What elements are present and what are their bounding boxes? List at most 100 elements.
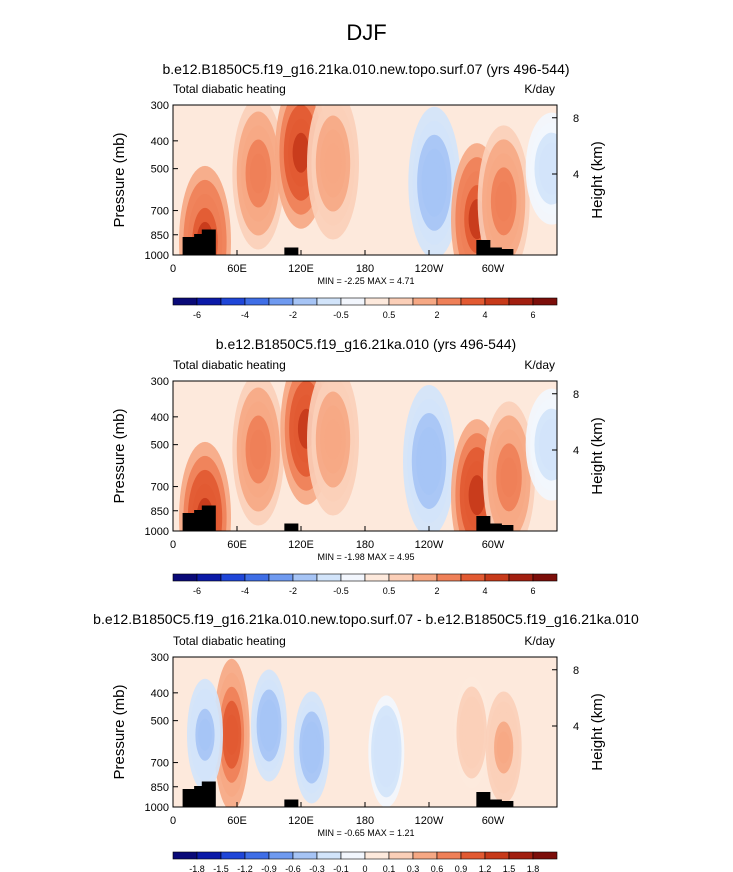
colorbar-swatch — [436, 297, 462, 306]
units-label: K/day — [524, 358, 555, 372]
colorbar-label: -0.3 — [309, 864, 325, 872]
topography-mask — [487, 523, 502, 531]
colorbar-swatch — [292, 573, 318, 582]
topography-mask — [201, 781, 216, 807]
colorbar-swatch — [292, 297, 318, 306]
y-tick-label: 850 — [151, 506, 169, 518]
x-tick-label: 120E — [288, 263, 314, 275]
heatmap-blob — [249, 429, 267, 470]
heatmap-blob — [496, 731, 511, 764]
colorbar-label: 0.9 — [455, 864, 468, 872]
colorbar-label: -0.1 — [333, 864, 349, 872]
topography-mask — [476, 792, 491, 807]
topography-mask — [487, 247, 502, 255]
colorbar-label: 6 — [530, 310, 535, 320]
topography-mask — [499, 249, 514, 255]
colorbar-label: -1.8 — [189, 864, 205, 872]
heatmap-blob — [262, 709, 276, 742]
colorbar-swatch — [244, 851, 270, 860]
units-label: K/day — [524, 634, 555, 648]
colorbar-swatch — [484, 297, 510, 306]
colorbar-label: 0 — [362, 864, 367, 872]
heatmap-blob — [198, 718, 212, 751]
heatmap-blob — [379, 735, 394, 768]
colorbar-label: -2 — [289, 310, 297, 320]
x-tick-label: 180 — [356, 815, 374, 827]
topography-mask — [499, 801, 514, 807]
y-tick-label: 700 — [151, 206, 169, 218]
colorbar-swatch — [412, 297, 438, 306]
topography-mask — [284, 799, 299, 807]
y2-tick-label: 4 — [573, 721, 579, 733]
panel-title: b.e12.B1850C5.f19_g16.21ka.010 (yrs 496-… — [216, 336, 516, 352]
y2-tick-label: 4 — [573, 169, 579, 181]
colorbar-swatch — [244, 573, 270, 582]
heatmap-blob — [543, 152, 557, 185]
topography-mask — [201, 505, 216, 531]
y2-axis-label: Height (km) — [589, 141, 606, 219]
y-tick-label: 500 — [151, 716, 169, 728]
colorbar-swatch — [196, 573, 222, 582]
heatmap-blob — [292, 132, 310, 173]
y-tick-label: 400 — [151, 136, 169, 148]
colorbar-label: -0.5 — [333, 310, 349, 320]
heatmap-blob — [249, 153, 267, 194]
heatmap-blob — [420, 440, 438, 481]
y-tick-label: 700 — [151, 482, 169, 494]
colorbar-label: -0.6 — [285, 864, 301, 872]
colorbar-label: 0.1 — [383, 864, 396, 872]
colorbar-swatch — [196, 851, 222, 860]
heatmap-blob — [324, 419, 342, 460]
panel-2: b.e12.B1850C5.f19_g16.21ka.010 (yrs 496-… — [111, 336, 606, 596]
colorbar-label: 0.3 — [407, 864, 420, 872]
colorbar-label: 4 — [482, 310, 487, 320]
panel-1: b.e12.B1850C5.f19_g16.21ka.010.new.topo.… — [111, 61, 606, 320]
colorbar-swatch — [316, 573, 342, 582]
colorbar-swatch — [220, 851, 246, 860]
topography-mask — [476, 516, 491, 531]
y2-axis-label: Height (km) — [589, 693, 606, 771]
y2-tick-label: 8 — [573, 665, 579, 677]
x-tick-label: 120W — [415, 263, 444, 275]
colorbar-label: -4 — [241, 310, 249, 320]
heatmap-blob — [468, 475, 486, 516]
colorbar-label: -0.9 — [261, 864, 277, 872]
colorbar-swatch — [532, 851, 558, 860]
heatmap-blob — [324, 143, 342, 184]
y-tick-label: 850 — [151, 230, 169, 242]
colorbar-swatch — [364, 851, 390, 860]
colorbar-swatch — [412, 573, 438, 582]
colorbar-swatch — [268, 851, 294, 860]
y-tick-label: 850 — [151, 782, 169, 794]
colorbar-swatch — [172, 573, 198, 582]
heatmap-blob — [500, 457, 518, 498]
x-tick-label: 60E — [227, 815, 247, 827]
colorbar-swatch — [388, 851, 414, 860]
x-tick-label: 60E — [227, 539, 247, 551]
colorbar-swatch — [508, 573, 534, 582]
y-tick-label: 1000 — [145, 526, 169, 538]
heatmap-blob — [224, 714, 239, 755]
colorbar-swatch — [292, 851, 318, 860]
colorbar-swatch — [244, 297, 270, 306]
min-max-stats: MIN = -0.65 MAX = 1.21 — [317, 828, 414, 838]
heatmap-blob — [425, 162, 443, 203]
x-tick-label: 180 — [356, 263, 374, 275]
x-tick-label: 60W — [482, 539, 505, 551]
heatmap-blob — [495, 181, 513, 222]
y-axis-label: Pressure (mb) — [111, 408, 128, 503]
colorbar-label: 0.5 — [383, 586, 396, 596]
colorbar-swatch — [220, 573, 246, 582]
x-tick-label: 0 — [170, 539, 176, 551]
colorbar-swatch — [388, 573, 414, 582]
colorbar-label: 1.5 — [503, 864, 516, 872]
colorbar-label: -6 — [193, 586, 201, 596]
y-tick-label: 700 — [151, 758, 169, 770]
heatmap-field — [173, 657, 557, 807]
colorbar-swatch — [196, 297, 222, 306]
min-max-stats: MIN = -2.25 MAX = 4.71 — [317, 276, 414, 286]
colorbar-swatch — [340, 297, 366, 306]
colorbar-label: -2 — [289, 586, 297, 596]
topography-mask — [476, 240, 491, 255]
